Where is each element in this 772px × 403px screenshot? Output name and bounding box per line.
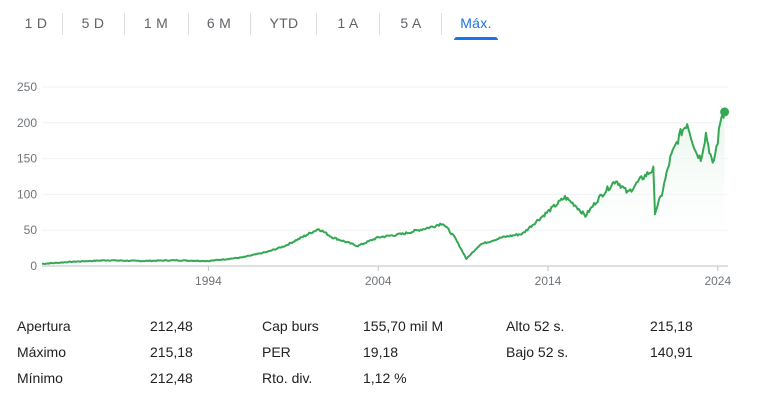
tab-1a[interactable]: 1 A (337, 15, 359, 31)
series-line (41, 111, 726, 265)
tab-1m[interactable]: 1 M (143, 15, 169, 31)
y-tick-label: 100 (17, 187, 37, 201)
stat-label-52w-high: Alto 52 s. (506, 318, 565, 334)
stat-label-52w-low: Bajo 52 s. (506, 344, 569, 360)
x-tick-label: 2004 (365, 274, 392, 288)
x-tick-label: 1994 (195, 274, 222, 288)
tab-max-label: Máx. (460, 15, 492, 31)
stat-value-52w-low: 140,91 (650, 344, 693, 360)
stat-value-low: 212,48 (150, 370, 193, 386)
stat-value-high: 215,18 (150, 344, 193, 360)
tab-max[interactable]: Máx. (454, 8, 498, 40)
tab-divider (441, 13, 442, 35)
tab-5a[interactable]: 5 A (400, 15, 422, 31)
stat-label-market-cap: Cap burs (262, 318, 319, 334)
tab-1d[interactable]: 1 D (24, 15, 48, 31)
stat-label-pe: PER (262, 344, 291, 360)
tab-divider (124, 13, 125, 35)
tab-5d[interactable]: 5 D (81, 15, 105, 31)
y-tick-label: 250 (17, 80, 37, 94)
stat-label-open: Apertura (17, 318, 71, 334)
stat-value-pe: 19,18 (363, 344, 399, 360)
stat-value-52w-high: 215,18 (650, 318, 693, 334)
price-chart[interactable]: 0 50 100 150 200 250 1994 2004 2014 2024 (0, 70, 772, 300)
stat-value-market-cap: 155,70 mil M (363, 318, 444, 334)
stat-value-open: 212,48 (150, 318, 193, 334)
tab-divider (379, 13, 380, 35)
tab-divider (250, 13, 251, 35)
tab-divider (188, 13, 189, 35)
tab-divider (316, 13, 317, 35)
last-price-point (720, 107, 730, 117)
y-tick-label: 200 (17, 116, 37, 130)
range-tabs: 1 D 5 D 1 M 6 M YTD 1 A 5 A Máx. (0, 8, 772, 40)
series-area (42, 111, 725, 267)
y-tick-label: 0 (30, 259, 37, 273)
y-tick-label: 50 (24, 223, 38, 237)
stat-label-low: Mínimo (17, 370, 63, 386)
active-tab-indicator (454, 37, 498, 40)
stat-label-dividend: Rto. div. (262, 370, 313, 386)
stat-value-dividend: 1,12 % (363, 370, 407, 386)
x-tick-label: 2024 (704, 274, 731, 288)
x-tick-label: 2014 (535, 274, 562, 288)
tab-6m[interactable]: 6 M (206, 15, 232, 31)
stat-label-high: Máximo (17, 344, 67, 360)
tab-divider (62, 13, 63, 35)
tab-ytd[interactable]: YTD (269, 15, 299, 31)
y-tick-label: 150 (17, 152, 37, 166)
